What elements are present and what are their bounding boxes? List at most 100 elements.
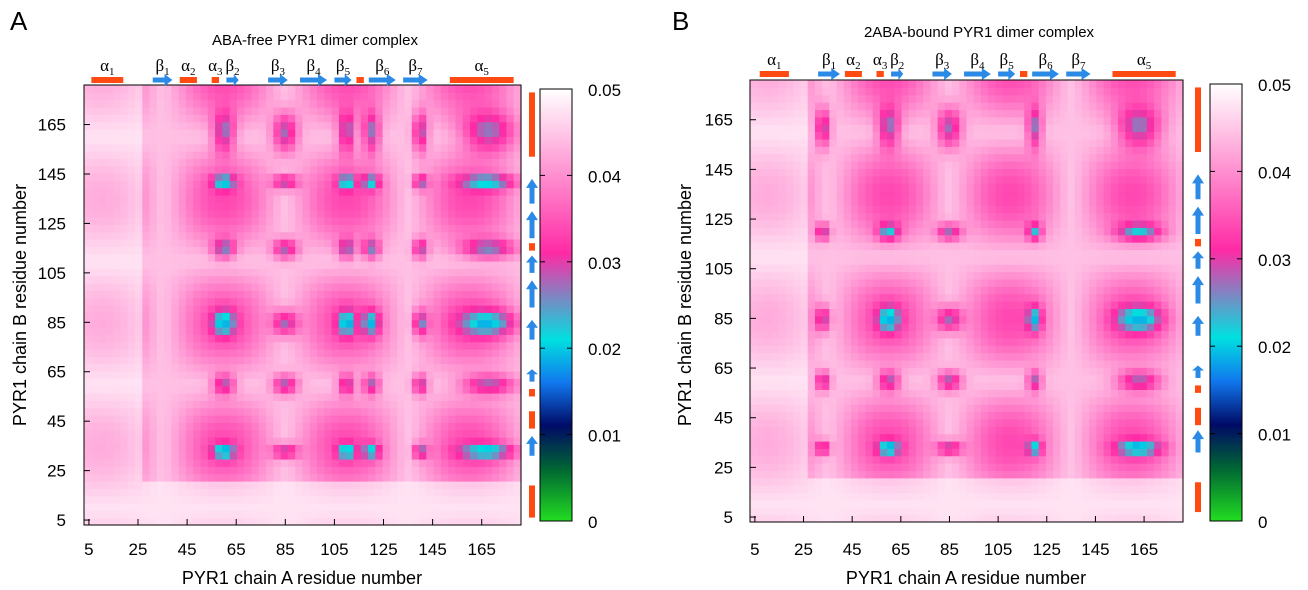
heatmap-cell xyxy=(382,246,391,255)
heatmap-cell xyxy=(807,212,816,221)
heatmap-cell xyxy=(858,330,867,339)
heatmap-cell xyxy=(843,109,852,118)
heatmap-cell xyxy=(215,92,223,101)
heatmap-cell xyxy=(499,107,508,115)
heatmap-cell xyxy=(84,224,92,233)
heatmap-cell xyxy=(786,87,794,96)
heatmap-cell xyxy=(185,415,194,423)
heatmap-cell xyxy=(426,224,435,233)
heatmap-cell xyxy=(843,102,852,111)
heatmap-cell xyxy=(309,437,318,445)
heatmap-cell xyxy=(829,109,838,118)
heatmap-cell xyxy=(470,107,478,115)
heatmap-cell xyxy=(894,426,903,435)
heatmap-cell xyxy=(338,195,347,203)
heatmap-cell xyxy=(105,312,114,321)
heatmap-cell xyxy=(171,451,180,460)
heatmap-cell xyxy=(229,488,238,497)
heatmap-cell xyxy=(84,253,92,262)
heatmap-cell xyxy=(113,459,122,467)
x-tick-label: 65 xyxy=(227,540,246,559)
heatmap-cell xyxy=(462,341,471,350)
heatmap-cell xyxy=(91,444,100,453)
heatmap-cell xyxy=(455,349,464,357)
heatmap-cell xyxy=(185,136,194,145)
heatmap-cell xyxy=(113,378,122,387)
heatmap-cell xyxy=(287,363,296,372)
heatmap-cell xyxy=(164,107,172,115)
heatmap-cell xyxy=(91,503,100,511)
heatmap-cell xyxy=(851,396,859,405)
heatmap-cell xyxy=(287,92,296,101)
heatmap-cell xyxy=(200,459,209,467)
heatmap-cell xyxy=(215,349,223,357)
heatmap-cell xyxy=(215,151,223,159)
heatmap-cell xyxy=(207,444,216,453)
colorbar-tick-label: 0.05 xyxy=(588,81,621,100)
heatmap-cell xyxy=(185,239,194,247)
heatmap-cell xyxy=(750,485,758,494)
heatmap-cell xyxy=(382,121,391,130)
heatmap-cell xyxy=(185,451,194,460)
heatmap-cell xyxy=(477,180,486,189)
heatmap-cell xyxy=(309,151,318,159)
heatmap-cell xyxy=(302,371,311,379)
heatmap-cell xyxy=(822,455,830,464)
heatmap-cell xyxy=(266,363,274,372)
heatmap-cell xyxy=(295,180,304,189)
heatmap-cell xyxy=(404,385,413,394)
heatmap-cell xyxy=(295,363,304,372)
heatmap-cell xyxy=(800,256,809,265)
heatmap-cell xyxy=(872,455,881,464)
heatmap-cell xyxy=(851,426,859,435)
heatmap-cell xyxy=(236,305,245,313)
heatmap-cell xyxy=(411,275,420,284)
heatmap-cell xyxy=(757,102,766,111)
heatmap-cell xyxy=(764,359,773,368)
heatmap-cell xyxy=(258,143,267,152)
heatmap-cell xyxy=(149,429,158,438)
heatmap-cell xyxy=(455,275,464,284)
heatmap-cell xyxy=(295,451,304,460)
heatmap-cell xyxy=(193,121,202,130)
heatmap-cell xyxy=(843,190,852,199)
heatmap-cell xyxy=(368,107,376,115)
heatmap-cell xyxy=(127,393,136,401)
heatmap-cell xyxy=(440,253,449,262)
heatmap-cell xyxy=(222,407,231,416)
heatmap-cell xyxy=(178,495,187,504)
heatmap-cell xyxy=(404,495,413,504)
heatmap-cell xyxy=(127,400,136,409)
heatmap-cell xyxy=(244,165,253,174)
heatmap-cell xyxy=(389,180,398,189)
heatmap-cell xyxy=(404,173,413,181)
heatmap-cell xyxy=(470,488,478,497)
heatmap-cell xyxy=(462,459,471,467)
heatmap-cell xyxy=(302,466,311,475)
heatmap-cell xyxy=(807,492,816,501)
heatmap-cell xyxy=(829,396,838,405)
heatmap-cell xyxy=(750,242,758,251)
heatmap-cell xyxy=(814,514,823,523)
heatmap-cell xyxy=(757,404,766,413)
heatmap-cell xyxy=(98,319,107,328)
heatmap-cell xyxy=(470,158,478,167)
heatmap-cell xyxy=(353,407,362,416)
y-tick-label: 65 xyxy=(47,363,66,382)
heatmap-cell xyxy=(120,246,129,255)
heatmap-cell xyxy=(266,312,274,321)
heatmap-cell xyxy=(872,315,881,324)
heatmap-cell xyxy=(887,94,895,103)
heatmap-cell xyxy=(251,143,260,152)
heatmap-cell xyxy=(887,367,895,376)
heatmap-cell xyxy=(317,363,325,372)
heatmap-cell xyxy=(84,261,92,269)
heatmap-cell xyxy=(84,488,92,497)
heatmap-cell xyxy=(295,481,304,489)
heatmap-cell xyxy=(793,138,802,147)
heatmap-cell xyxy=(389,121,398,130)
heatmap-cell xyxy=(287,422,296,431)
heatmap-cell xyxy=(105,187,114,196)
heatmap-cell xyxy=(105,143,114,152)
heatmap-cell xyxy=(843,234,852,243)
